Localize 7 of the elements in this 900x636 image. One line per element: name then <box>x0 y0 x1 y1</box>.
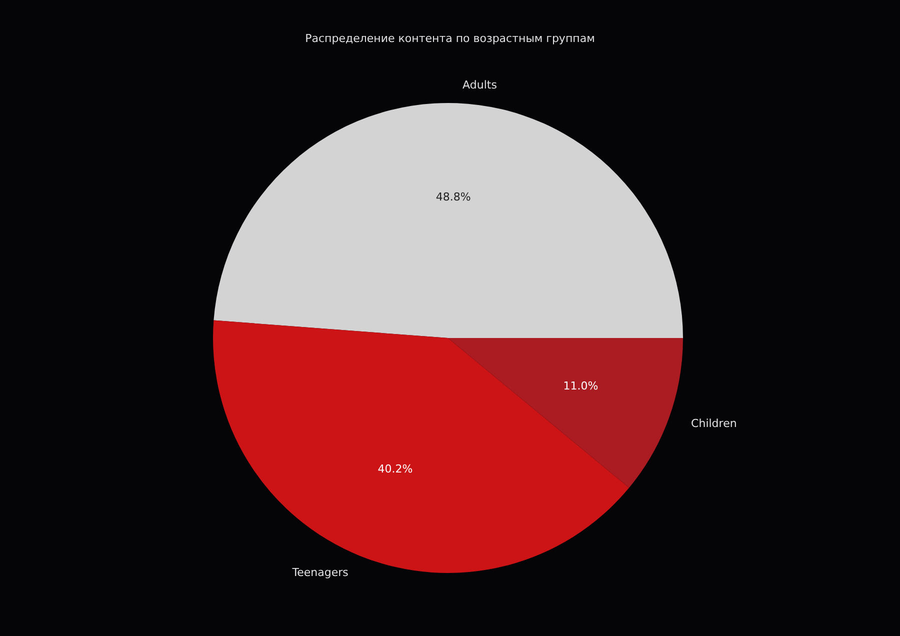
data-label: 11.0% <box>563 379 598 392</box>
slice-label: Adults <box>462 78 498 92</box>
data-label: 48.8% <box>436 190 471 204</box>
data-label: 40.2% <box>378 462 413 476</box>
chart-title: Распределение контента по возрастным группам <box>305 32 595 45</box>
slice-label: Teenagers <box>291 566 349 580</box>
slice-label: Children <box>691 417 737 430</box>
